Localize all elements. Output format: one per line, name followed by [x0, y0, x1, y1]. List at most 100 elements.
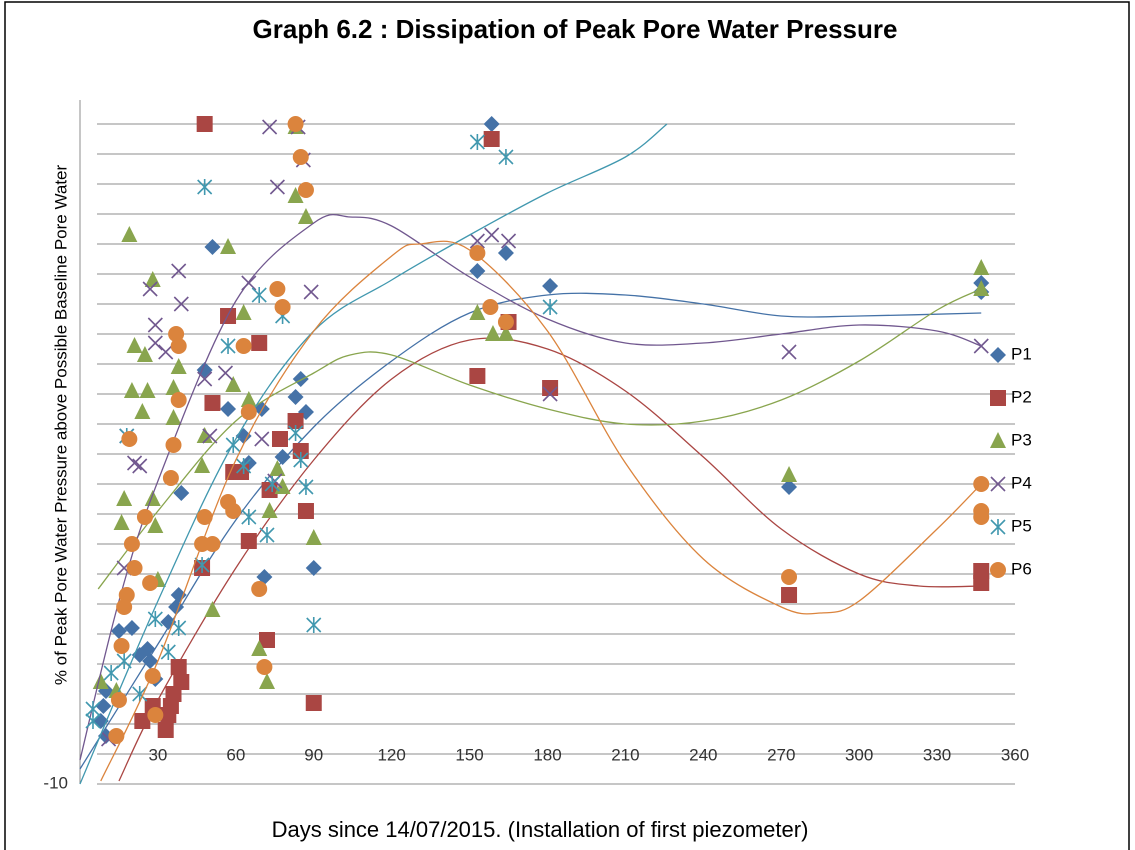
marker: [497, 245, 514, 261]
marker: [116, 653, 132, 669]
marker: [204, 239, 221, 255]
marker: [123, 536, 140, 552]
marker: [225, 503, 242, 519]
x-tick-label: 150: [455, 745, 483, 764]
marker: [973, 476, 990, 492]
marker: [973, 338, 989, 354]
marker: [297, 503, 314, 519]
x-tick-label: 330: [923, 745, 951, 764]
marker: [287, 116, 304, 132]
y-tick-label: -10: [43, 773, 68, 792]
marker: [251, 287, 267, 303]
marker: [990, 390, 1006, 406]
marker: [274, 299, 291, 315]
marker: [144, 668, 161, 684]
legend-item: P5: [990, 516, 1032, 535]
series: [79, 119, 989, 761]
legend-label: P1: [1011, 344, 1032, 363]
marker: [484, 325, 501, 341]
marker: [116, 599, 133, 615]
marker: [269, 179, 285, 195]
marker: [126, 560, 143, 576]
series: [100, 116, 990, 782]
marker: [482, 299, 499, 315]
marker: [134, 713, 151, 729]
marker: [116, 490, 133, 506]
marker: [194, 457, 211, 473]
marker: [305, 695, 322, 711]
marker: [217, 365, 234, 381]
marker: [256, 659, 273, 675]
marker: [240, 533, 257, 549]
legend-item: P2: [990, 387, 1032, 406]
marker: [123, 620, 140, 636]
x-tick-label: 30: [148, 745, 167, 764]
marker: [251, 335, 268, 351]
marker: [147, 611, 163, 627]
marker: [170, 358, 187, 374]
marker: [144, 490, 161, 506]
marker: [498, 149, 514, 165]
marker: [235, 304, 252, 320]
marker: [165, 379, 182, 395]
trend-line: [79, 292, 982, 770]
marker: [147, 335, 163, 351]
marker: [297, 208, 314, 224]
marker: [121, 431, 138, 447]
marker: [136, 509, 153, 525]
trend-line: [97, 288, 982, 590]
plot-area: -100102030405060708090100110120130140150…: [40, 100, 1029, 792]
marker: [264, 476, 280, 492]
marker: [469, 368, 486, 384]
marker: [781, 569, 798, 585]
legend-item: P6: [990, 559, 1032, 578]
x-tick-label: 270: [767, 745, 795, 764]
marker: [220, 238, 237, 254]
x-axis-title: Days since 14/07/2015. (Installation of …: [272, 817, 809, 842]
marker: [92, 673, 109, 689]
x-tick-label: 360: [1001, 745, 1029, 764]
marker: [254, 431, 270, 447]
series: [118, 116, 990, 782]
marker: [297, 182, 314, 198]
marker: [305, 560, 322, 576]
marker: [305, 529, 322, 545]
marker: [973, 259, 990, 275]
marker: [171, 263, 187, 279]
marker: [173, 485, 190, 501]
marker: [113, 638, 130, 654]
marker: [990, 347, 1006, 363]
marker: [108, 728, 125, 744]
marker: [990, 519, 1006, 535]
marker: [165, 437, 182, 453]
marker: [269, 460, 286, 476]
marker: [542, 299, 558, 315]
marker: [95, 698, 112, 714]
marker: [261, 502, 278, 518]
marker: [256, 569, 273, 585]
marker: [240, 404, 257, 420]
marker: [241, 275, 257, 291]
marker: [158, 344, 174, 360]
marker: [990, 476, 1006, 492]
marker: [204, 536, 221, 552]
marker: [259, 527, 275, 543]
marker: [142, 653, 159, 669]
x-tick-label: 120: [377, 745, 405, 764]
marker: [469, 263, 486, 279]
marker: [483, 116, 500, 132]
marker: [225, 437, 241, 453]
marker: [497, 325, 514, 341]
marker: [469, 245, 486, 261]
marker: [126, 455, 143, 471]
marker: [225, 376, 242, 392]
marker: [139, 382, 156, 398]
marker: [162, 470, 179, 486]
marker: [469, 304, 486, 320]
marker: [292, 371, 309, 387]
marker: [500, 233, 517, 249]
marker: [121, 226, 138, 242]
marker: [126, 337, 143, 353]
y-title-box: [38, 92, 79, 760]
